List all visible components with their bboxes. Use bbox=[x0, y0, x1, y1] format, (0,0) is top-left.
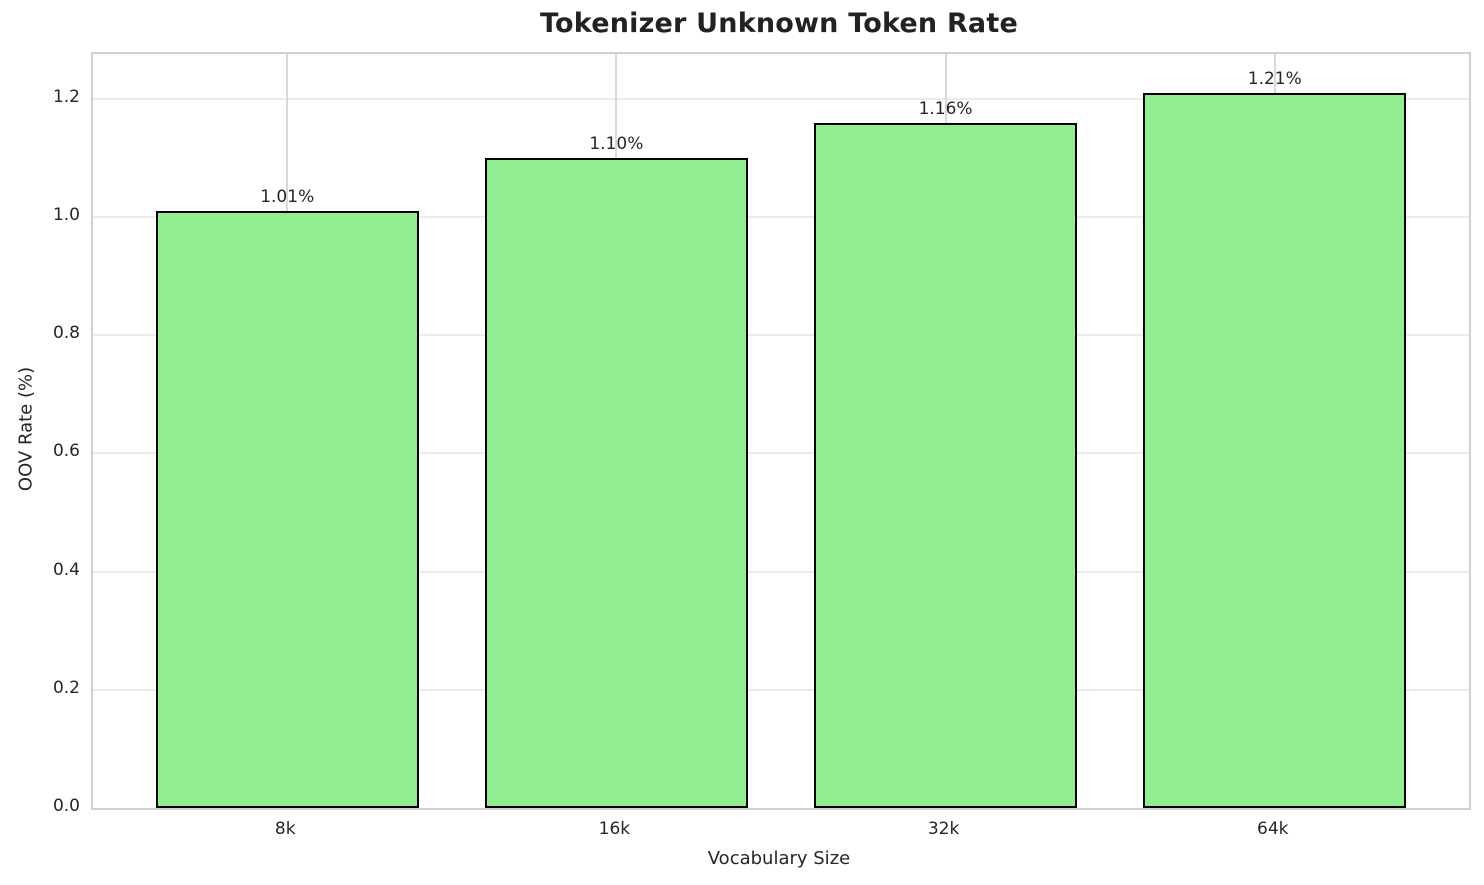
y-tick-label: 0.6 bbox=[52, 441, 80, 462]
bar-value-label: 1.16% bbox=[918, 98, 973, 119]
plot-area: 1.01% 1.10% 1.16% 1.21% bbox=[91, 52, 1471, 810]
y-gridline bbox=[93, 334, 1469, 337]
y-gridline bbox=[93, 216, 1469, 219]
chart-title: Tokenizer Unknown Token Rate bbox=[540, 8, 1018, 39]
x-tick-label: 16k bbox=[598, 819, 631, 839]
y-gridline bbox=[93, 452, 1469, 455]
bar-value-label: 1.01% bbox=[260, 187, 315, 208]
bar-32k bbox=[813, 122, 1078, 808]
y-tick-label: 0.4 bbox=[52, 559, 80, 580]
y-gridline bbox=[93, 97, 1469, 100]
x-axis-label: Vocabulary Size bbox=[707, 848, 851, 869]
bar-64k bbox=[1143, 93, 1407, 808]
y-axis-label: OOV Rate (%) bbox=[15, 366, 37, 492]
y-gridline bbox=[93, 570, 1469, 573]
y-tick-label: 0.0 bbox=[52, 796, 80, 816]
x-tick-label: 64k bbox=[1257, 819, 1289, 839]
y-tick-label: 1.2 bbox=[52, 86, 80, 107]
x-tick-label: 32k bbox=[927, 819, 960, 839]
y-tick-label: 0.2 bbox=[52, 677, 80, 698]
bar-value-label: 1.10% bbox=[589, 134, 644, 154]
bar-16k bbox=[484, 158, 749, 808]
y-gridline bbox=[93, 688, 1469, 691]
bar-8k bbox=[155, 211, 419, 808]
bar-value-label: 1.21% bbox=[1247, 69, 1302, 89]
y-tick-label: 0.8 bbox=[52, 323, 80, 344]
x-tick-label: 8k bbox=[274, 819, 296, 839]
y-tick-label: 1.0 bbox=[52, 205, 80, 226]
